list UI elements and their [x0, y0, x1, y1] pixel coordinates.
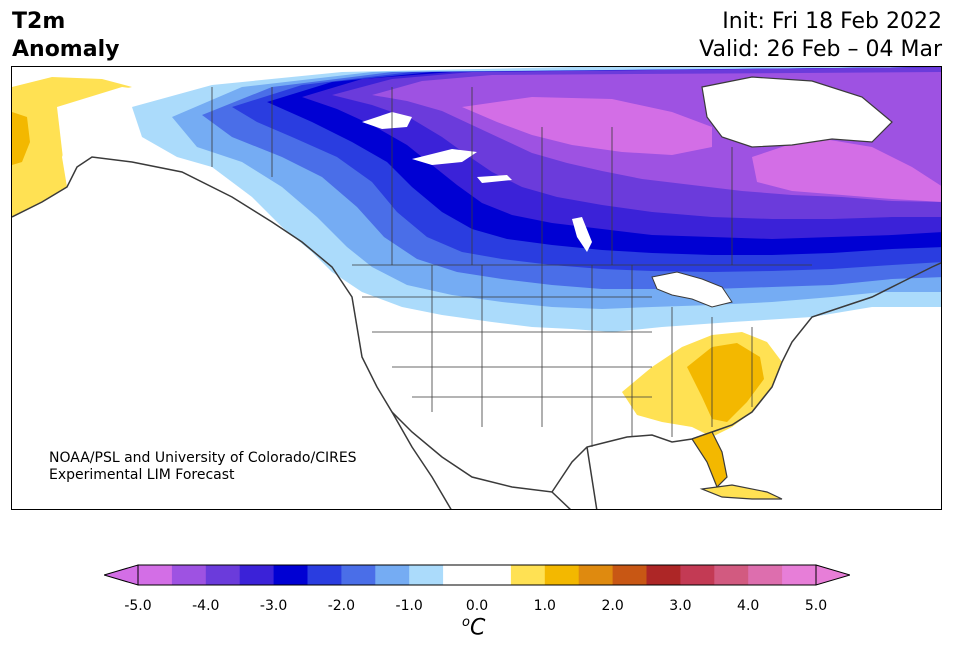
- colorbar-swatch: [477, 565, 512, 585]
- colorbar-swatch: [239, 565, 275, 585]
- colorbar-tick-label: 2.0: [601, 598, 624, 614]
- colorbar-unit: oC: [462, 615, 485, 640]
- unit-degree: o: [462, 615, 470, 630]
- colorbar-swatch: [578, 565, 614, 585]
- florida: [691, 431, 728, 489]
- southeast-warm-core: [687, 343, 764, 422]
- colorbar-tick-label: 1.0: [533, 598, 556, 614]
- colorbar-tick-label: -2.0: [327, 598, 356, 614]
- cold-core-canada: [462, 97, 712, 155]
- colorbar-swatch: [205, 565, 241, 585]
- colorbar-tick-label: 3.0: [669, 598, 692, 614]
- state-borders: [352, 264, 812, 447]
- colorbar-over-arrow: [815, 564, 850, 586]
- unit-celsius: C: [469, 615, 486, 641]
- colorbar-swatch: [138, 565, 173, 585]
- colorbar: [104, 564, 850, 586]
- lake-athabasca: [477, 175, 512, 183]
- map-title: T2m Anomaly: [12, 8, 119, 64]
- data-credit: NOAA/PSL and University of Colorado/CIRE…: [49, 450, 357, 484]
- coastline: [12, 156, 941, 493]
- colorbar-tick-label: -5.0: [124, 598, 152, 614]
- colorbar-swatch: [680, 565, 715, 585]
- colorbar-tick-label: 4.0: [737, 598, 760, 614]
- lake-winnipeg: [572, 217, 592, 252]
- colorbar-tick-label: 0.0: [465, 598, 489, 614]
- alaska-warm-core: [12, 112, 30, 165]
- map-svg: [12, 67, 941, 509]
- hudson-bay: [701, 76, 893, 148]
- colorbar-swatch: [612, 565, 647, 585]
- mexico-coast: [391, 411, 598, 509]
- colorbar-swatch: [273, 565, 308, 585]
- colorbar-swatch: [714, 565, 749, 585]
- province-borders: [211, 87, 733, 265]
- valid-range: Valid: 26 Feb – 04 Mar: [699, 37, 942, 62]
- colorbar-swatch: [375, 565, 410, 585]
- forecast-dates: Init: Fri 18 Feb 2022 Valid: 26 Feb – 04…: [699, 8, 942, 64]
- colorbar-under-arrow: [104, 564, 139, 586]
- great-slave-lake: [412, 149, 477, 165]
- colorbar-swatch: [510, 565, 546, 585]
- great-lakes: [651, 271, 733, 308]
- alaska-warm-region: [12, 77, 132, 217]
- colorbar-swatch: [409, 565, 444, 585]
- colorbar-swatch: [748, 565, 783, 585]
- colorbar-tick-label: -1.0: [395, 598, 423, 614]
- cuba: [699, 484, 783, 500]
- cold-core-quebec: [752, 137, 941, 202]
- colorbar-swatch: [544, 565, 580, 585]
- colorbar-swatches: [138, 565, 817, 585]
- title-line-1: T2m: [12, 9, 66, 34]
- colorbar-tick-label: -4.0: [192, 598, 220, 614]
- colorbar-tick-label: -3.0: [259, 598, 288, 614]
- credit-line-1: NOAA/PSL and University of Colorado/CIRE…: [49, 450, 357, 466]
- colorbar-ticks: -5.0 -4.0 -3.0 -2.0 -1.0 0.0 1.0 2.0 3.0 4.0 5.0: [0, 598, 953, 618]
- colorbar-swatch: [171, 565, 207, 585]
- init-date: Init: Fri 18 Feb 2022: [722, 9, 942, 34]
- colorbar-swatch: [307, 565, 342, 585]
- colorbar-tick-label: 5.0: [804, 598, 828, 614]
- colorbar-swatch: [341, 565, 376, 585]
- great-bear-lake: [362, 112, 412, 129]
- title-line-2: Anomaly: [12, 37, 120, 62]
- colorbar-swatch: [443, 565, 478, 585]
- anomaly-map: [11, 66, 942, 510]
- colorbar-frame: [137, 564, 817, 586]
- credit-line-2: Experimental LIM Forecast: [49, 467, 235, 483]
- colorbar-swatch: [646, 565, 681, 585]
- colorbar-swatch: [782, 565, 817, 585]
